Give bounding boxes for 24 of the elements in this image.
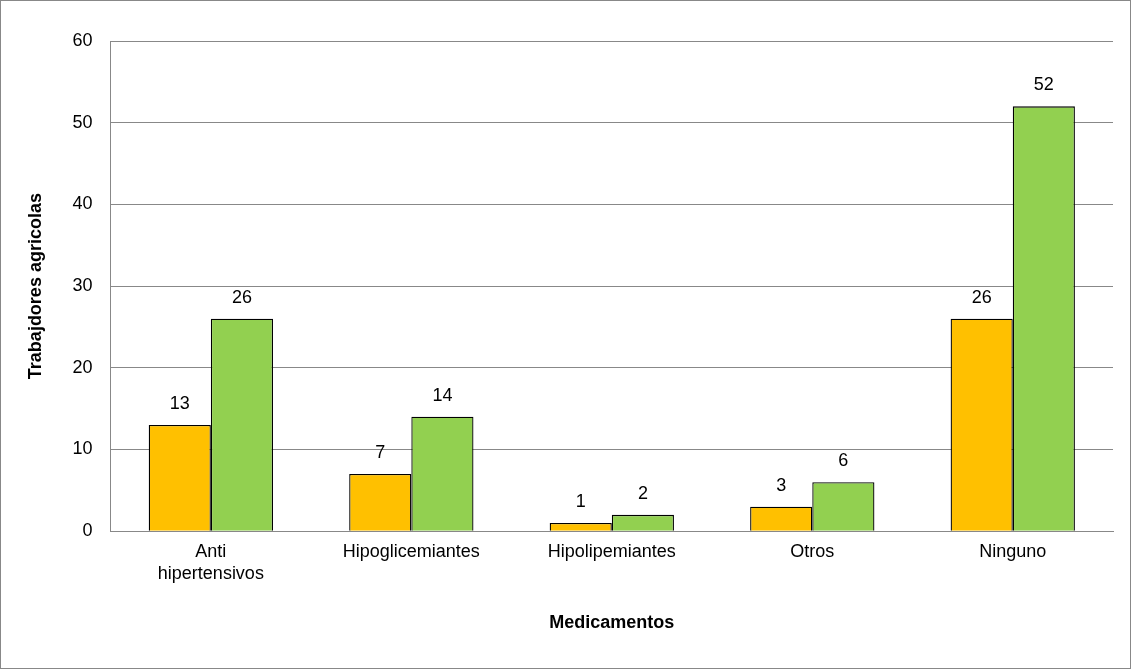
x-tick-label: Ninguno	[979, 540, 1047, 561]
data-label: 13	[169, 392, 190, 413]
data-label: 2	[637, 482, 648, 503]
data-label: 7	[375, 441, 386, 462]
y-tick-label: 20	[72, 356, 93, 377]
data-label: 26	[231, 286, 252, 307]
y-tick-label: 50	[72, 111, 93, 132]
data-label: 14	[432, 384, 453, 405]
y-tick-label: 0	[82, 520, 93, 541]
data-label: 26	[971, 286, 992, 307]
data-label: 6	[838, 450, 849, 471]
x-tick-label: Hipolipemiantes	[547, 540, 676, 561]
x-tick-label: Otros	[790, 540, 835, 561]
y-tick-label: 60	[72, 29, 93, 50]
y-tick-label: 10	[72, 438, 93, 459]
y-tick-label: 40	[72, 193, 93, 214]
x-axis-title: Medicamentos	[549, 612, 675, 633]
x-tick-label: Hipoglicemiantes	[342, 540, 480, 561]
data-label: 3	[776, 474, 787, 495]
x-tick-label: Anti hipertensivos	[157, 540, 264, 583]
y-axis-title: Trabajdores agricolas	[24, 193, 45, 380]
data-label: 52	[1033, 74, 1054, 95]
data-label: 1	[575, 491, 586, 511]
y-tick-label: 30	[72, 275, 93, 296]
